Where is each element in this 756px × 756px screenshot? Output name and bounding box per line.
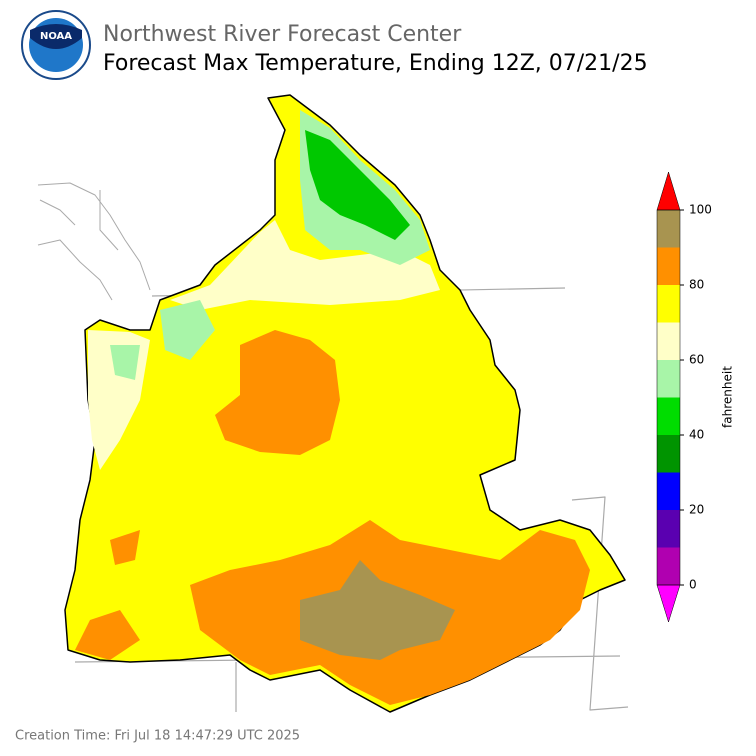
colorbar-tick-label: 40 (689, 428, 704, 442)
colorbar-segment (657, 510, 680, 548)
colorbar-over-arrow (656, 171, 681, 211)
agency-title: Northwest River Forecast Center (103, 22, 462, 47)
puget-sound-lines (37, 182, 151, 301)
colorbar-tick-label: 20 (689, 503, 704, 517)
colorbar-segment (657, 360, 680, 398)
high-elevation-zone (305, 130, 410, 240)
very-hot-zone (300, 560, 455, 660)
creation-time: Creation Time: Fri Jul 18 14:47:29 UTC 2… (15, 729, 300, 744)
colorbar-frame (656, 209, 681, 586)
logo-bird (30, 24, 82, 49)
colorbar-tick-label: 0 (689, 578, 697, 592)
colorbar-under-arrow (656, 584, 681, 623)
colorbar-segment (657, 472, 680, 510)
coastal-cool-zone (88, 220, 440, 470)
colorbar-tick-label: 80 (689, 278, 704, 292)
colorbar-tick-label: 100 (689, 203, 712, 217)
logo-text: NOAA (40, 31, 72, 42)
colorbar-tick-label: 60 (689, 353, 704, 367)
colorbar-segment (657, 322, 680, 360)
colorbar: 0 20 40 60 80 100 (656, 171, 712, 623)
colorbar-segment (657, 547, 680, 585)
hot-zone (75, 330, 590, 705)
colorbar-segment (657, 397, 680, 435)
colorbar-segment (657, 285, 680, 323)
map (37, 94, 629, 713)
colorbar-segment (657, 435, 680, 473)
colorbar-label: fahrenheit (721, 366, 735, 428)
colorbar-segment (657, 210, 680, 248)
noaa-logo: NOAA (21, 10, 91, 80)
map-title: Forecast Max Temperature, Ending 12Z, 07… (103, 51, 648, 76)
colorbar-segment (657, 247, 680, 285)
